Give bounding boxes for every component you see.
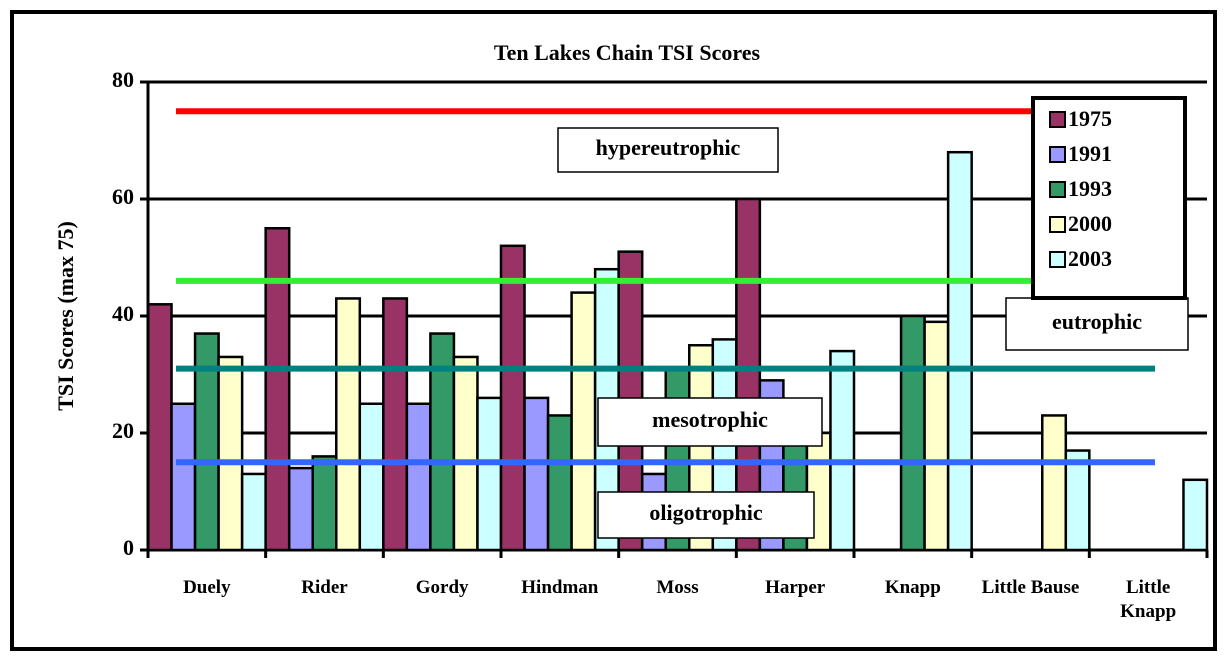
bar — [311, 455, 338, 552]
annotation: eutrophic — [1052, 309, 1142, 334]
x-tick-label: Harper — [765, 577, 826, 598]
legend-swatch — [1049, 216, 1066, 233]
bar — [923, 320, 950, 552]
bar — [899, 314, 926, 552]
x-tick-label: Rider — [301, 577, 348, 598]
bar — [358, 402, 385, 552]
bar — [382, 297, 409, 552]
legend-swatch — [1049, 251, 1066, 268]
chart-title: Ten Lakes Chain TSI Scores — [494, 40, 761, 65]
y-axis-label: TSI Scores (max 75) — [53, 221, 78, 411]
x-tick-label: Little Bause — [981, 577, 1080, 598]
x-tick-label: Duely — [183, 577, 231, 598]
bar — [240, 472, 267, 552]
y-tick-label: 0 — [123, 535, 134, 560]
annotation-box — [1005, 297, 1189, 351]
bar — [1064, 449, 1091, 552]
y-tick-label: 60 — [112, 184, 134, 209]
y-tick-label: 40 — [112, 301, 134, 326]
legend-swatch — [1049, 146, 1066, 163]
x-tick-label: Hindman — [521, 577, 599, 598]
bar — [217, 355, 244, 552]
y-tick-label: 20 — [112, 418, 134, 443]
legend-label: 1993 — [1068, 176, 1112, 201]
legend-label: 1975 — [1068, 106, 1112, 131]
bar — [452, 355, 479, 552]
y-tick-label: 80 — [112, 67, 134, 92]
bar — [476, 396, 503, 552]
bar — [546, 414, 573, 552]
x-tick-label: Knapp — [884, 577, 941, 598]
bar — [287, 466, 314, 552]
bar — [570, 291, 597, 552]
annotation: mesotrophic — [652, 407, 768, 432]
x-tick-label: Moss — [656, 577, 699, 598]
legend-label: 2003 — [1068, 246, 1112, 271]
annotation: hypereutrophic — [596, 135, 741, 160]
x-tick-label: Gordy — [415, 577, 469, 598]
annotation: oligotrophic — [649, 500, 763, 525]
bar — [1182, 478, 1209, 552]
legend-label: 2000 — [1068, 211, 1112, 236]
bar — [170, 402, 197, 552]
bar — [523, 396, 550, 552]
bar — [405, 402, 432, 552]
legend-label: 1991 — [1068, 141, 1112, 166]
annotation-box — [597, 491, 815, 539]
bar — [829, 349, 856, 552]
x-tick-label: Little Knapp — [1120, 577, 1177, 622]
bar — [264, 227, 291, 552]
annotation-box — [597, 397, 823, 447]
annotation-box — [557, 127, 779, 173]
legend-swatch — [1049, 181, 1066, 198]
legend-swatch — [1049, 111, 1066, 128]
bar — [335, 297, 362, 552]
bar — [1041, 414, 1068, 552]
bar — [146, 303, 173, 552]
bar — [499, 244, 526, 552]
bar — [946, 150, 973, 552]
